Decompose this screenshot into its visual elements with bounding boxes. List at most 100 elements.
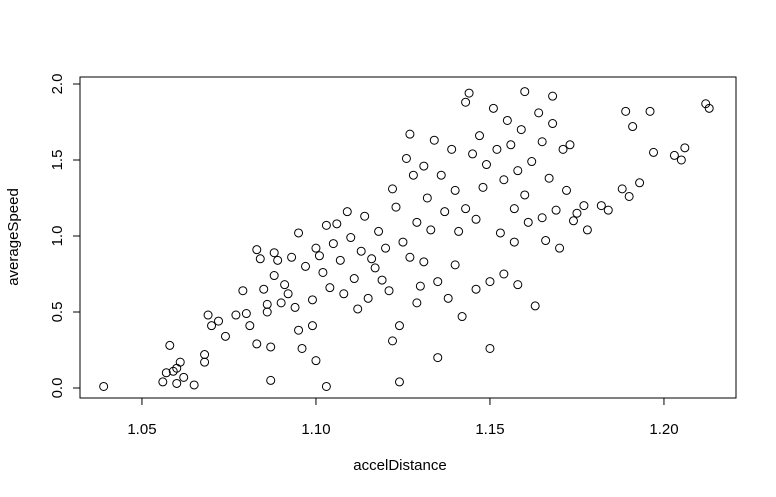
point (544, 173, 554, 183)
point (520, 190, 530, 200)
point (321, 381, 331, 391)
point (314, 251, 324, 261)
point (412, 217, 422, 227)
point (318, 267, 328, 277)
point (419, 257, 429, 267)
point (415, 281, 425, 291)
point (269, 271, 279, 281)
point (189, 380, 199, 390)
point (175, 357, 185, 367)
point (384, 286, 394, 296)
point (388, 184, 398, 194)
point (509, 237, 519, 247)
point (537, 213, 547, 223)
y-tick-label: 1.0 (49, 226, 66, 247)
point (301, 261, 311, 271)
point (565, 140, 575, 150)
point (450, 260, 460, 270)
point (207, 321, 217, 331)
plot-frame (79, 76, 737, 399)
point (252, 245, 262, 255)
point (332, 219, 342, 229)
point (335, 255, 345, 265)
point (290, 302, 300, 312)
point (360, 211, 370, 221)
point (370, 263, 380, 273)
y-axis-label: averageSpeed (5, 188, 22, 286)
point (534, 108, 544, 118)
point (394, 377, 404, 387)
point (485, 277, 495, 287)
point (603, 205, 613, 215)
point (214, 316, 224, 326)
point (645, 106, 655, 116)
point (388, 336, 398, 346)
point (471, 284, 481, 294)
point (704, 103, 714, 113)
point (363, 293, 373, 303)
point (294, 325, 304, 335)
point (555, 243, 565, 253)
point (238, 286, 248, 296)
point (172, 363, 182, 373)
point (628, 122, 638, 132)
x-tick-label: 1.05 (127, 421, 156, 438)
point (551, 205, 561, 215)
point (394, 321, 404, 331)
point (200, 350, 210, 360)
x-tick-label: 1.15 (475, 421, 504, 438)
point (499, 175, 509, 185)
point (527, 157, 537, 167)
point (231, 310, 241, 320)
point (269, 248, 279, 258)
point (461, 204, 471, 214)
point (433, 353, 443, 363)
point (436, 170, 446, 180)
point (179, 372, 189, 382)
point (200, 357, 210, 367)
point (579, 201, 589, 211)
point (220, 331, 230, 341)
point (443, 293, 453, 303)
point (502, 115, 512, 125)
point (635, 178, 645, 188)
point (297, 343, 307, 353)
point (509, 204, 519, 214)
point (471, 214, 481, 224)
point (349, 274, 359, 284)
point (266, 342, 276, 352)
point (276, 298, 286, 308)
x-tick-label: 1.10 (301, 421, 330, 438)
point (495, 228, 505, 238)
y-tick-label: 0.5 (49, 302, 66, 323)
point (649, 147, 659, 157)
point (461, 97, 471, 107)
point (311, 356, 321, 366)
point (617, 184, 627, 194)
point (172, 378, 182, 388)
point (572, 208, 582, 218)
point (161, 368, 171, 378)
point (523, 217, 533, 227)
point (307, 295, 317, 305)
point (426, 225, 436, 235)
point (680, 143, 690, 153)
point (266, 375, 276, 385)
point (530, 301, 540, 311)
point (391, 202, 401, 212)
point (287, 252, 297, 262)
point (367, 254, 377, 264)
point (273, 255, 283, 265)
point (262, 299, 272, 309)
point (492, 144, 502, 154)
point (165, 340, 175, 350)
point (669, 150, 679, 160)
point (245, 321, 255, 331)
point (325, 283, 335, 293)
point (558, 144, 568, 154)
point (440, 207, 450, 217)
point (506, 140, 516, 150)
point (422, 193, 432, 203)
y-tick-label: 2.0 (49, 74, 66, 95)
